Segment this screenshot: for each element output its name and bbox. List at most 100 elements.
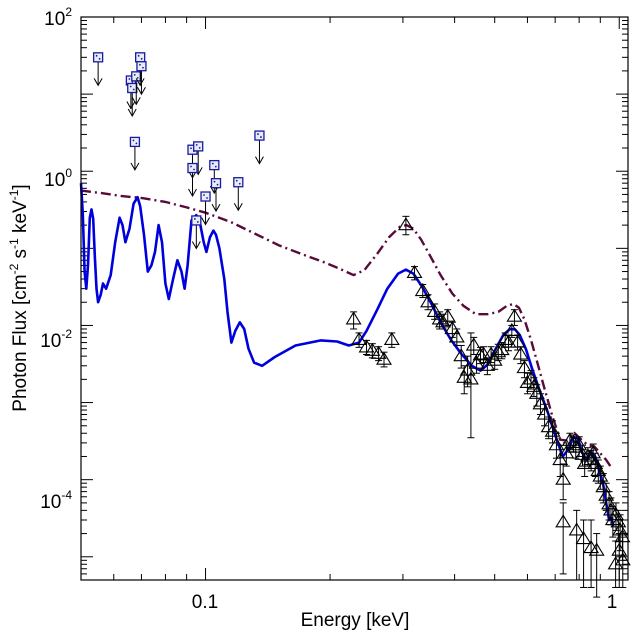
triangle-marker (376, 351, 392, 365)
data-point-triangle (358, 339, 375, 356)
triangle-marker (552, 451, 569, 466)
triangle-marker (512, 346, 529, 360)
triangle-marker (420, 294, 437, 308)
triangle-marker (548, 437, 565, 451)
upper-limit-marker (200, 191, 211, 226)
triangle-marker (602, 502, 619, 516)
triangle-marker (614, 552, 631, 566)
triangle-marker (503, 322, 520, 336)
triangle-marker (479, 357, 496, 371)
square-marker-dot (214, 165, 217, 168)
upper-limit-arrow-head (130, 162, 140, 171)
square-marker (209, 159, 220, 171)
triangle-marker (592, 468, 609, 482)
square-marker (135, 52, 146, 63)
square-marker-dot (211, 162, 214, 165)
triangle-marker (528, 385, 545, 399)
triangle-marker (414, 282, 431, 297)
square-marker (129, 136, 141, 148)
triangle-marker (575, 530, 592, 545)
y-tick-label: 10-2 (40, 327, 72, 352)
upper-limit-marker (127, 82, 138, 118)
square-marker (193, 141, 204, 152)
axis-ticks (80, 17, 628, 580)
data-point-triangle (516, 360, 533, 379)
square-marker-dot (196, 221, 199, 223)
triangle-marker (544, 423, 561, 437)
square-marker-dot (95, 54, 98, 57)
data-point-triangle (462, 332, 479, 439)
x-axis-title: Energy [keV] (301, 610, 410, 631)
data-point-triangle (568, 509, 585, 581)
square-marker-dot (137, 54, 140, 57)
y-tick-label: 10-4 (40, 488, 72, 513)
square-marker-dot (98, 57, 101, 60)
triangle-marker (590, 462, 607, 476)
x-tick-label: 1 (607, 592, 618, 613)
upper-limit-marker (131, 71, 142, 106)
plot-area (79, 52, 631, 598)
square-marker (127, 82, 138, 94)
triangle-marker (444, 320, 461, 335)
data-point-triangle (376, 351, 392, 368)
triangle-marker (500, 334, 517, 348)
data-point-triangle (406, 264, 423, 281)
square-marker-dot (129, 85, 132, 88)
upper-limit-arrow-head (211, 203, 221, 213)
square-marker-dot (260, 136, 262, 138)
upper-limit-arrow-head (93, 78, 103, 87)
square-marker (254, 130, 265, 141)
upper-limit-arrow-head (135, 78, 145, 87)
upper-limit-arrow-head (126, 101, 136, 110)
data-point-triangle (555, 463, 572, 501)
triangle-marker (345, 311, 362, 325)
triangle-marker (607, 556, 624, 570)
square-marker-dot (136, 76, 139, 79)
data-point-triangle (351, 331, 368, 348)
square-marker-dot (203, 194, 205, 196)
upper-limit-marker (92, 52, 104, 87)
square-marker-dot (135, 142, 138, 145)
square-marker-dot (206, 197, 208, 199)
data-point-triangle (364, 342, 381, 359)
square-marker-dot (257, 133, 259, 135)
upper-limit-marker (187, 162, 198, 198)
data-point-triangle (555, 502, 572, 575)
square-marker (136, 61, 147, 72)
series-line-model-dashdot (80, 189, 613, 470)
data-point-triangle (552, 444, 569, 477)
triangle-marker (364, 342, 381, 356)
triangle-marker (588, 542, 605, 556)
triangle-marker (568, 522, 585, 536)
triangle-marker (426, 303, 443, 317)
square-marker-dot (139, 63, 141, 66)
data-point-triangle (588, 533, 605, 598)
upper-limit-arrow-head (255, 156, 264, 165)
triangle-marker (448, 329, 465, 343)
upper-limit-arrow-head (191, 241, 201, 250)
upper-limit-arrow-head (188, 188, 197, 198)
square-marker-dot (132, 139, 135, 142)
square-marker (187, 162, 198, 174)
square-marker (92, 52, 104, 63)
triangle-marker (595, 479, 612, 493)
square-marker-dot (131, 81, 134, 83)
data-point-triangle (414, 282, 431, 299)
y-tick-label: 102 (44, 5, 72, 30)
upper-limit-arrow-head (201, 217, 210, 226)
square-marker-dot (190, 147, 192, 150)
upper-limit-marker (193, 141, 204, 176)
triangle-marker (439, 308, 456, 322)
upper-limit-marker (129, 136, 141, 171)
upper-limit-arrow-head (137, 86, 146, 96)
square-marker-dot (128, 78, 131, 80)
y-axis-title: Photon Flux [cm-2 s-1 keV-1] (7, 184, 31, 411)
triangle-marker (351, 331, 368, 345)
triangle-marker (532, 396, 549, 410)
data-point-triangle (397, 215, 414, 236)
data-point-triangle (614, 536, 631, 588)
data-point-triangle (575, 519, 592, 588)
plot-frame (80, 16, 629, 581)
data-point-triangle (383, 331, 400, 348)
